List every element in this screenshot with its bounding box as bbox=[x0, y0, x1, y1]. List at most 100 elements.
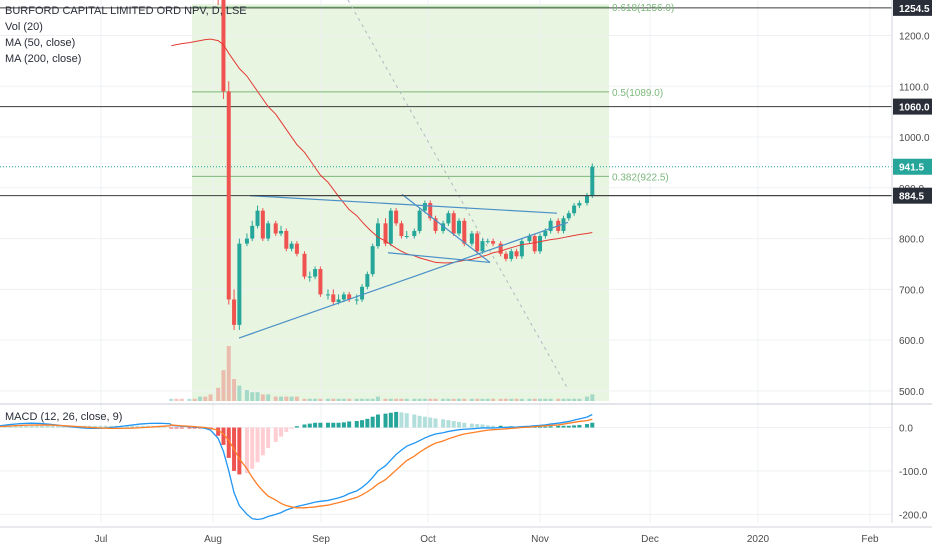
time-tick-label: Sep bbox=[312, 534, 330, 545]
volume-bar bbox=[456, 398, 461, 401]
macd-histogram-bar bbox=[273, 427, 278, 442]
macd-histogram-bar bbox=[302, 424, 307, 428]
volume-bar bbox=[503, 398, 508, 401]
macd-histogram-bar bbox=[556, 425, 561, 428]
macd-histogram-bar bbox=[250, 427, 255, 469]
price-tick-label: 1000.0 bbox=[899, 133, 930, 144]
volume-bar bbox=[412, 398, 417, 401]
time-tick-label: Jul bbox=[95, 534, 108, 545]
candle-body bbox=[325, 294, 330, 296]
volume-bar bbox=[336, 398, 341, 401]
candle-body bbox=[232, 299, 237, 325]
volume-bar bbox=[325, 398, 330, 401]
macd-histogram-bar bbox=[226, 427, 231, 458]
price-label-text: 884.5 bbox=[899, 192, 924, 203]
candle-body bbox=[404, 236, 409, 238]
candle-body bbox=[548, 220, 553, 231]
volume-bars bbox=[169, 346, 595, 401]
candle-body bbox=[566, 213, 571, 219]
volume-bar bbox=[428, 398, 433, 401]
macd-legend: MACD (12, 26, close, 9) bbox=[5, 411, 123, 423]
volume-bar bbox=[244, 390, 249, 401]
candle-body bbox=[469, 233, 474, 244]
candle-body bbox=[279, 230, 284, 234]
volume-bar bbox=[273, 396, 278, 401]
price-label-box bbox=[893, 0, 932, 16]
candle-body bbox=[354, 299, 359, 301]
volume-bar bbox=[370, 398, 375, 401]
candle-body bbox=[577, 203, 582, 206]
candle-body bbox=[417, 210, 422, 231]
price-label-box bbox=[893, 98, 932, 115]
candle-body bbox=[584, 195, 589, 204]
candle-body bbox=[260, 210, 265, 239]
volume-bar bbox=[584, 396, 589, 401]
volume-bar bbox=[514, 398, 519, 401]
ma200-indicator-label: MA (200, close) bbox=[5, 53, 82, 65]
candle-body bbox=[375, 223, 380, 247]
volume-bar bbox=[360, 398, 365, 401]
candle-body bbox=[284, 230, 289, 249]
macd-histogram-bar bbox=[566, 425, 571, 428]
candle-body bbox=[347, 294, 352, 300]
volume-bar bbox=[509, 398, 514, 401]
macd-histogram-bar bbox=[498, 425, 503, 428]
volume-bar bbox=[179, 398, 184, 401]
macd-histogram-bar bbox=[179, 427, 184, 429]
candle-body bbox=[475, 233, 480, 252]
macd-histogram-bar bbox=[584, 424, 589, 428]
macd-histogram-bar bbox=[417, 415, 422, 428]
volume-bar bbox=[451, 398, 456, 401]
macd-histogram-bar bbox=[404, 413, 409, 428]
volume-bar bbox=[192, 398, 197, 401]
macd-histogram-bar bbox=[491, 425, 496, 428]
volume-bar bbox=[556, 398, 561, 401]
macd-tick-label: 0.0 bbox=[899, 424, 913, 435]
macd-histogram-bar bbox=[433, 418, 438, 428]
volume-bar bbox=[250, 392, 255, 401]
macd-histogram-bar bbox=[412, 414, 417, 428]
candle-body bbox=[341, 294, 346, 300]
macd-histogram-bar bbox=[87, 425, 92, 428]
volume-bar bbox=[543, 398, 548, 401]
candle-body bbox=[446, 213, 451, 224]
macd-histogram-bar bbox=[192, 427, 197, 429]
volume-bar bbox=[174, 398, 179, 401]
candle-body bbox=[307, 276, 312, 278]
price-tick-label: 1100.0 bbox=[899, 82, 929, 93]
candle-body bbox=[532, 236, 537, 252]
volume-bar bbox=[577, 398, 582, 401]
volume-bar bbox=[469, 398, 474, 401]
volume-bar bbox=[187, 398, 192, 401]
macd-tick-label: -200.0 bbox=[899, 510, 928, 521]
volume-bar bbox=[216, 387, 221, 401]
symbol-title: BURFORD CAPITAL LIMITED ORD NPV, D, LSE bbox=[5, 5, 247, 17]
volume-bar bbox=[383, 398, 388, 401]
macd-histogram-bar bbox=[61, 425, 66, 428]
candle-body bbox=[590, 166, 595, 196]
volume-bar bbox=[331, 398, 336, 401]
price-label-text: 1060.0 bbox=[899, 103, 930, 114]
candle-body bbox=[561, 218, 566, 231]
ma-line bbox=[171, 38, 593, 264]
time-tick-label: Feb bbox=[861, 534, 879, 545]
candle-body bbox=[543, 230, 548, 237]
candle-body bbox=[509, 251, 514, 259]
fib-level-label: 0.382(922.5) bbox=[612, 172, 669, 183]
macd-histogram-bar bbox=[50, 425, 55, 428]
candle-body bbox=[244, 238, 249, 244]
macd-histogram-bar bbox=[318, 422, 323, 428]
macd-histogram-bar bbox=[360, 420, 365, 428]
candle-body bbox=[394, 210, 399, 224]
macd-histogram-bar bbox=[140, 425, 145, 428]
candle-body bbox=[336, 299, 341, 303]
volume-bar bbox=[221, 370, 226, 401]
macd-histogram-bar bbox=[313, 422, 318, 428]
candle-body bbox=[519, 241, 524, 257]
volume-bar bbox=[548, 398, 553, 401]
volume-bar bbox=[561, 398, 566, 401]
time-tick-label: Dec bbox=[641, 534, 659, 545]
candle-body bbox=[370, 246, 375, 275]
price-label-text: 1254.5 bbox=[899, 4, 930, 15]
price-tick-label: 700.0 bbox=[899, 285, 924, 296]
